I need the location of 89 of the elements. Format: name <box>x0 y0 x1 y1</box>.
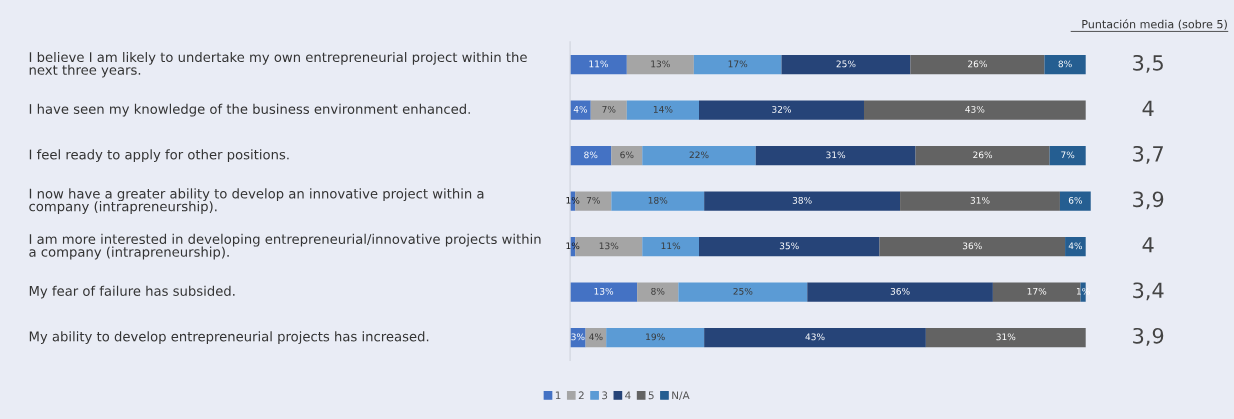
text: 4 <box>1142 237 1154 253</box>
data-label: 7% <box>602 105 616 113</box>
data-label: 22% <box>689 151 709 159</box>
text: 3,4 <box>1133 282 1164 301</box>
bar <box>611 191 705 211</box>
y-tick-label: My ability to develop entrepreneurial projects has increased. <box>29 331 429 344</box>
legend-label: 3 <box>602 391 608 400</box>
bar <box>570 55 627 75</box>
bar <box>900 191 1060 211</box>
bar <box>1065 237 1086 257</box>
bar <box>704 328 926 348</box>
data-label: 6% <box>1068 196 1083 204</box>
data-label: 4% <box>573 105 588 113</box>
legend-label: 1 <box>555 391 561 400</box>
data-label: 13% <box>599 242 619 250</box>
y-tick-label: I feel ready to apply for other positions. <box>29 149 289 163</box>
text: 4 <box>1142 100 1154 116</box>
bar <box>807 282 993 302</box>
bar <box>626 100 700 120</box>
data-label: 11% <box>661 242 681 250</box>
bar <box>642 146 756 166</box>
data-label: 17% <box>728 60 748 68</box>
data-label: 14% <box>653 105 673 113</box>
bar <box>755 146 916 166</box>
bar <box>678 282 808 302</box>
text: Puntación media (sobre 5) <box>1082 19 1227 30</box>
data-label: 7% <box>586 196 600 204</box>
data-label: 3% <box>571 333 585 341</box>
legend-label: 2 <box>578 391 584 400</box>
bar <box>864 100 1086 120</box>
bar <box>925 328 1086 348</box>
bar <box>699 237 880 257</box>
data-label: 36% <box>962 242 982 250</box>
data-label: 13% <box>651 60 670 68</box>
text: 3,7 <box>1133 145 1163 164</box>
bar <box>570 282 638 302</box>
legend-label: N/A <box>672 391 690 401</box>
text: 3,9 <box>1133 327 1164 346</box>
data-label: 8% <box>1058 60 1072 68</box>
bar <box>910 55 1045 75</box>
bar <box>704 191 901 211</box>
bar <box>606 328 705 348</box>
data-label: 8% <box>584 151 598 159</box>
data-label: 13% <box>594 287 614 295</box>
bar <box>626 55 694 75</box>
data-label: 6% <box>620 151 634 159</box>
data-label: 43% <box>965 105 985 113</box>
data-label: 26% <box>973 151 993 159</box>
bar <box>879 237 1066 257</box>
y-tick-label: I believe I am likely to undertake my own entrepreneurial project within the next three years. <box>29 51 527 78</box>
text: 3,5 <box>1133 54 1163 73</box>
text: 3,9 <box>1133 191 1164 210</box>
bar <box>915 146 1050 166</box>
data-label: 4% <box>1068 242 1083 250</box>
data-label: 35% <box>779 242 799 250</box>
data-label: 31% <box>826 151 846 159</box>
bar <box>699 100 864 120</box>
data-label: 11% <box>589 60 608 68</box>
y-tick-label: I have seen my knowledge of the business environment enhanced. <box>29 103 470 117</box>
y-tick-label: My fear of failure has subsided. <box>29 285 235 299</box>
bar <box>1049 146 1086 166</box>
bar <box>1059 191 1091 211</box>
data-label: 31% <box>996 333 1016 341</box>
data-label: 25% <box>836 60 856 68</box>
bar <box>693 55 782 75</box>
bar <box>781 55 911 75</box>
data-label: 26% <box>968 60 987 68</box>
bar <box>570 146 612 166</box>
data-label: 25% <box>733 287 753 295</box>
bar <box>1044 55 1086 75</box>
data-label: 31% <box>970 196 990 204</box>
data-label: 17% <box>1027 287 1047 295</box>
bar <box>642 237 700 257</box>
legend-label: 5 <box>648 391 654 400</box>
data-label: 4% <box>589 333 603 341</box>
bar <box>637 282 679 302</box>
data-label: 19% <box>646 333 665 341</box>
data-label: 43% <box>805 333 825 341</box>
data-label: 18% <box>648 196 668 204</box>
bar <box>611 146 643 166</box>
data-label: 8% <box>651 287 665 295</box>
data-label: 36% <box>890 287 910 295</box>
data-label: 7% <box>1061 151 1075 159</box>
data-label: 38% <box>792 196 812 204</box>
bar <box>590 100 627 120</box>
data-label: 32% <box>772 105 792 113</box>
y-tick-label: I now have a greater ability to develop an innovative project within a company (intrapreneurship). <box>29 188 484 214</box>
y-tick-label: I am more interested in developing entrepreneurial/innovative projects within a company (intrapreneurship). <box>29 233 541 260</box>
legend-label: 4 <box>625 391 631 400</box>
